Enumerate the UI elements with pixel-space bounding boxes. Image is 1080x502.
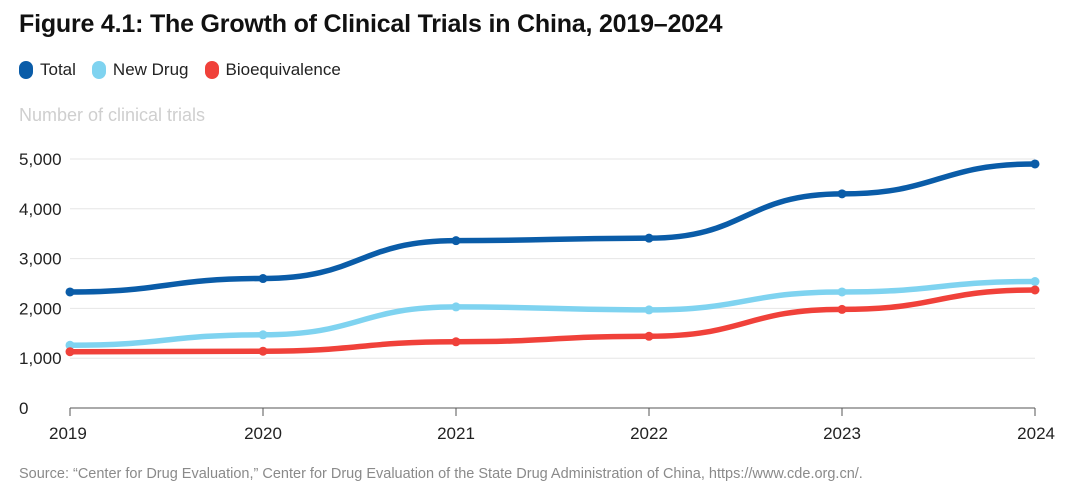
data-point-total-2023 (837, 189, 847, 199)
data-point-bioequivalence-2020 (258, 346, 268, 356)
x-tick-label: 2021 (437, 424, 475, 443)
legend-item-new-drug: New Drug (91, 60, 189, 80)
data-point-bioequivalence-2019 (65, 347, 75, 357)
data-point-bioequivalence-2021 (451, 337, 461, 347)
data-point-new-drug-2024 (1030, 277, 1040, 287)
y-tick-label: 4,000 (19, 200, 62, 219)
y-tick-label: 1,000 (19, 349, 62, 368)
data-point-total-2024 (1030, 159, 1040, 169)
series-line-new-drug (67, 278, 1038, 349)
x-tick-label: 2019 (49, 424, 87, 443)
data-point-total-2021 (451, 236, 461, 246)
x-tick-label: 2023 (823, 424, 861, 443)
x-tick-label: 2024 (1017, 424, 1055, 443)
legend-swatch-total (19, 61, 33, 79)
chart-title: Figure 4.1: The Growth of Clinical Trial… (19, 10, 723, 38)
series-line-bioequivalence (67, 287, 1038, 355)
data-point-bioequivalence-2023 (837, 304, 847, 314)
legend-label-total: Total (40, 60, 76, 79)
y-tick-label: 2,000 (19, 299, 62, 318)
data-point-new-drug-2022 (644, 305, 654, 315)
data-point-new-drug-2023 (837, 287, 847, 297)
data-point-bioequivalence-2024 (1030, 285, 1040, 295)
legend-swatch-new-drug (91, 61, 106, 79)
data-point-new-drug-2021 (451, 302, 461, 312)
data-point-total-2019 (65, 287, 75, 297)
data-point-total-2022 (644, 233, 654, 243)
legend-item-bioequivalence: Bioequivalence (204, 60, 341, 80)
y-tick-label: 3,000 (19, 250, 62, 269)
legend-item-total: Total (19, 60, 76, 80)
data-point-bioequivalence-2022 (644, 331, 654, 341)
legend: Total New Drug Bioequivalence (19, 60, 357, 80)
data-point-new-drug-2019 (65, 340, 75, 350)
y-tick-label: 0 (19, 399, 28, 418)
y-tick-label: 5,000 (19, 150, 62, 169)
legend-label-new-drug: New Drug (112, 60, 189, 79)
legend-swatch-bioequivalence (204, 61, 219, 79)
series-line-total (67, 161, 1038, 295)
data-point-new-drug-2020 (258, 330, 268, 340)
data-point-total-2020 (258, 274, 268, 284)
source-note: Source: “Center for Drug Evaluation,” Ce… (19, 466, 863, 482)
x-tick-label: 2022 (630, 424, 668, 443)
legend-label-bioequivalence: Bioequivalence (225, 60, 341, 79)
x-tick-label: 2020 (244, 424, 282, 443)
y-axis-label: Number of clinical trials (19, 105, 206, 125)
